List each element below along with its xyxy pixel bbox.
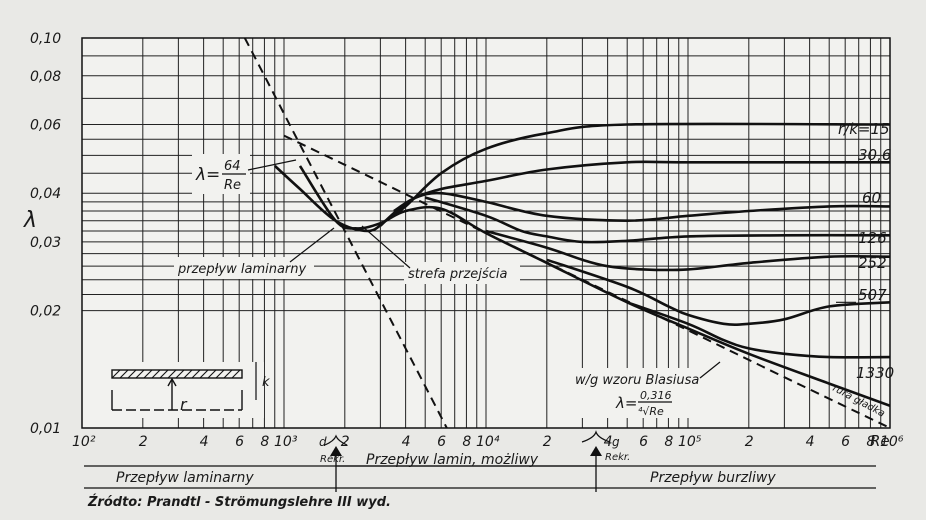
x-tick-label: 8 [260,434,269,450]
region-turbulent: Przepływ burzliwy [650,470,776,486]
transition-label-bg [404,262,520,284]
x-tick-label: 2 [745,434,754,450]
inset-hatch [111,369,241,379]
curve-label-30-6: 30,6 [858,146,891,164]
laminar-formula-den: Re [224,178,241,193]
x-tick-label: 8 [866,434,875,450]
blasius-bg [572,368,704,418]
region-arrow-head-2 [590,446,602,456]
x-tick-label: 6 [437,434,446,450]
roughness-curve-5 [485,229,891,272]
x-axis-label: Re [870,432,890,450]
x-tick-label: 4 [402,434,411,450]
curve-label-15: r/k=15 [838,120,890,138]
x-tick-label: 10⁶ [880,434,904,450]
curve-label-60: 60 [862,189,881,207]
inset-r-label: r [180,395,188,414]
transition-zone-label: strefa przejścia [408,267,507,282]
roughness-curve-6 [546,258,891,326]
x-tick-label: 10² [72,434,96,450]
reference-line-1 [243,37,448,429]
blasius-label: w/g wzoru Blasiusa [575,373,699,388]
x-tick-label: 10⁵ [678,434,702,450]
transition-pointer [361,225,411,269]
region-arrow-head-1 [330,446,342,456]
curve-label-126: 126 [858,229,887,247]
x-tick-label: 2 [139,434,148,450]
y-tick-label: 0,03 [30,235,61,251]
x-tick-label: 2 [341,434,350,450]
curves [243,37,891,429]
blasius-den: ⁴√Re [638,405,664,418]
x-tick-label: 10³ [274,434,298,450]
x-tick-label: 4 [604,434,613,450]
y-tick-label: 0,02 [30,304,61,320]
x-tick-label: 4 [200,434,209,450]
blasius-pointer [699,361,721,379]
blasius-num: 0,316 [640,389,672,402]
reference-line-2 [283,134,891,429]
plot-frame [81,37,891,429]
x-tick-label: 6 [841,434,850,450]
x-tick-label: 8 [664,434,673,450]
y-tick-label: 0,01 [30,421,61,437]
curve-label-252: 252 [858,254,887,272]
laminar-formula-lhs: λ= [195,165,220,185]
x-tick-label: 6 [235,434,244,450]
inset-arrow [167,377,177,387]
marker-d-rekr: Rekr. [320,454,345,465]
x-tick-label: 8 [462,434,471,450]
y-tick-label: 0,08 [30,69,61,85]
x-tick-label: 2 [543,434,552,450]
pipe-inset: r k [104,362,270,418]
blasius-lhs: λ= [615,394,637,412]
marker-g-rekr: Rekr. [605,452,630,463]
roughness-curve-3 [393,191,891,223]
roughness-curve-4 [424,196,891,244]
region-possible: Przepływ lamin, możliwy [366,452,539,468]
x-tick-label: 4 [806,434,815,450]
region-laminar: Przepływ laminarny [116,470,254,486]
y-axis-label: λ [23,208,37,233]
laminar-formula-num: 64 [224,159,241,174]
marker-d-brace [324,434,348,446]
marker-g-brace [581,430,611,443]
inset-wall [111,369,243,379]
y-tick-label: 0,04 [30,186,61,202]
laminar-flow-label: przepływ laminarny [177,262,307,277]
laminar-pointer [289,227,335,263]
marker-d: d [319,435,327,449]
x-tick-label: 6 [639,434,648,450]
formula-pointer [247,159,297,171]
y-tick-label: 0,06 [30,118,61,134]
source-note: Źródto: Prandtl - Strömungslehre III wyd… [87,494,391,510]
y-tick-label: 0,10 [30,31,61,47]
inset-k-label: k [262,375,270,390]
laminar-label-bg [174,257,314,279]
curve-label-507: 507 [858,286,887,304]
roughness-curve-7 [626,301,891,359]
marker-g: g [612,435,620,449]
x-tick-label: 10⁴ [476,434,500,450]
curve-label-1330: 1330 [856,364,894,382]
